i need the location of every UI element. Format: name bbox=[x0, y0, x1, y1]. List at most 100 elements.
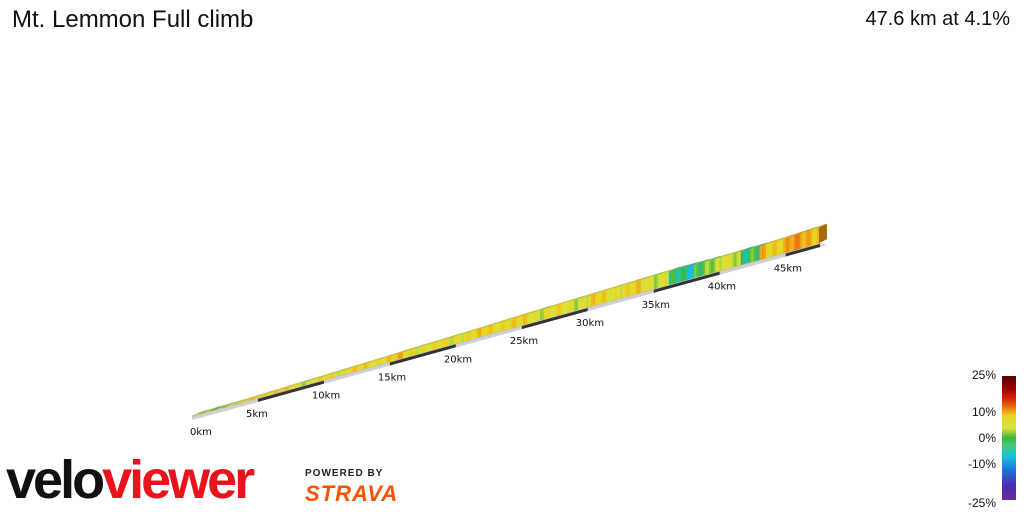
profile-slice bbox=[559, 303, 562, 316]
profile-slice bbox=[358, 365, 362, 371]
profile-slice bbox=[516, 316, 520, 327]
profile-slice bbox=[413, 348, 416, 356]
profile-slice-top bbox=[369, 358, 380, 363]
profile-slice bbox=[742, 250, 746, 265]
profile-slice-top bbox=[675, 265, 686, 271]
profile-slice bbox=[466, 332, 469, 341]
profile-slice-top bbox=[198, 409, 209, 415]
profile-slice bbox=[565, 302, 568, 314]
profile-slice-top bbox=[337, 367, 348, 373]
profile-slice-top bbox=[635, 277, 646, 282]
profile-slice-top bbox=[272, 387, 283, 393]
profile-slice bbox=[326, 374, 330, 380]
profile-slice bbox=[459, 334, 463, 343]
profile-slice-top bbox=[753, 243, 764, 249]
profile-slice bbox=[478, 328, 482, 338]
profile-slice-top bbox=[343, 365, 355, 371]
profile-slice bbox=[369, 361, 372, 368]
profile-slice-top bbox=[348, 364, 359, 370]
profile-slice bbox=[799, 232, 803, 249]
profile-slice bbox=[679, 268, 682, 282]
profile-slice bbox=[392, 354, 395, 362]
profile-slice-top bbox=[616, 282, 627, 288]
profile-slice bbox=[780, 238, 784, 255]
profile-slice-top bbox=[514, 313, 526, 319]
profile-slice-top bbox=[652, 272, 663, 277]
profile-slice-top bbox=[417, 343, 428, 348]
legend-label-minus-10: -10% bbox=[967, 457, 996, 471]
strava-logo[interactable]: STRAVA bbox=[305, 481, 399, 506]
profile-slice-top bbox=[713, 255, 724, 260]
profile-slice-top bbox=[772, 237, 783, 243]
profile-slice-top bbox=[601, 287, 612, 293]
profile-slice bbox=[506, 319, 509, 330]
profile-slice-top bbox=[415, 343, 426, 349]
profile-slice-top bbox=[734, 248, 745, 254]
profile-slice bbox=[797, 233, 801, 250]
profile-slice bbox=[649, 276, 653, 291]
veloviewer-logo[interactable]: veloviewer bbox=[6, 452, 291, 508]
profile-slice bbox=[339, 370, 343, 376]
profile-slice-top bbox=[525, 310, 536, 315]
profile-slice-top bbox=[707, 256, 718, 262]
profile-slice-top bbox=[379, 354, 390, 360]
profile-slice-top bbox=[360, 360, 371, 366]
profile-slice-top bbox=[770, 238, 781, 244]
profile-slice-top bbox=[481, 323, 492, 329]
profile-slice bbox=[609, 288, 613, 302]
profile-slice-top bbox=[384, 353, 395, 359]
profile-slice-top bbox=[213, 405, 224, 410]
profile-slice bbox=[504, 320, 507, 331]
profile-slice-top bbox=[759, 241, 770, 247]
profile-slice bbox=[639, 279, 642, 293]
profile-slice bbox=[685, 266, 689, 281]
profile-slice-top bbox=[683, 263, 694, 268]
profile-slice bbox=[778, 239, 782, 255]
profile-slice bbox=[719, 256, 723, 271]
profile-slice-top bbox=[728, 250, 739, 256]
profile-slice-top bbox=[398, 348, 409, 354]
profile-slice bbox=[343, 369, 347, 375]
profile-slice-top bbox=[476, 325, 488, 330]
profile-slice-top bbox=[238, 398, 249, 403]
profile-slice-top bbox=[628, 279, 640, 284]
profile-slice-top bbox=[671, 266, 682, 272]
profile-slice bbox=[578, 298, 581, 310]
profile-slice bbox=[717, 257, 720, 272]
profile-slice bbox=[379, 358, 383, 365]
profile-slice bbox=[483, 327, 486, 337]
profile-slice-top bbox=[493, 320, 504, 325]
profile-slice-top bbox=[375, 356, 386, 361]
profile-slice-top bbox=[774, 237, 785, 242]
profile-slice-top bbox=[270, 388, 281, 393]
profile-slice-top bbox=[742, 246, 754, 252]
profile-slice bbox=[723, 255, 727, 270]
profile-slice bbox=[554, 305, 558, 317]
km-band bbox=[389, 344, 456, 366]
profile-slice bbox=[770, 242, 773, 257]
profile-slice bbox=[698, 262, 701, 277]
profile-slice-top bbox=[550, 302, 561, 308]
profile-slice-top bbox=[422, 341, 433, 347]
profile-slice-top bbox=[702, 258, 713, 263]
profile-slice bbox=[345, 369, 349, 374]
profile-slice bbox=[440, 339, 444, 348]
profile-slice bbox=[651, 275, 655, 290]
x-tick-label: 40km bbox=[708, 282, 736, 293]
profile-slice-top bbox=[717, 253, 728, 259]
profile-slice-top bbox=[626, 279, 637, 285]
profile-slice-top bbox=[561, 299, 572, 305]
profile-slice-top bbox=[251, 394, 262, 399]
profile-slice bbox=[362, 363, 366, 370]
profile-slice-top bbox=[261, 390, 272, 396]
profile-slice bbox=[291, 385, 294, 389]
profile-slice-top bbox=[314, 374, 325, 380]
profile-slice-top bbox=[341, 366, 352, 372]
km-band bbox=[785, 244, 820, 257]
profile-slice-top bbox=[436, 337, 447, 343]
profile-slice-top bbox=[479, 324, 490, 330]
profile-slice bbox=[643, 278, 647, 292]
profile-slice bbox=[613, 287, 617, 300]
profile-slice bbox=[814, 228, 818, 245]
profile-slice bbox=[512, 317, 516, 328]
